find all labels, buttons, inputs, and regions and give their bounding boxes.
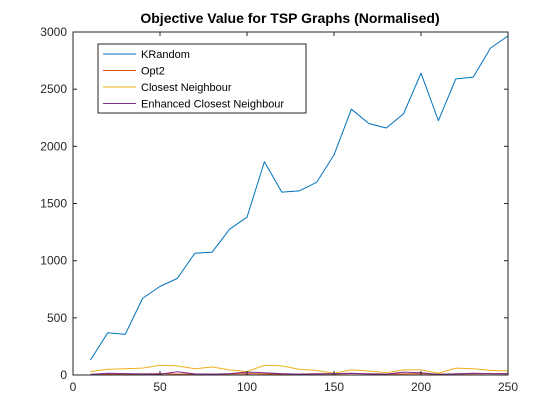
legend-label-2: Closest Neighbour (141, 82, 232, 94)
y-tick-label-4: 2000 (40, 139, 67, 153)
y-tick-label-3: 1500 (40, 197, 67, 211)
series-line-0 (89, 35, 509, 361)
legend-label-3: Enhanced Closest Neighbour (141, 99, 284, 111)
legend-label-0: KRandom (141, 49, 190, 61)
y-tick-label-6: 3000 (40, 25, 67, 39)
legend-label-1: Opt2 (141, 66, 165, 78)
y-tick-label-0: 0 (60, 368, 67, 382)
x-tick-label-1: 50 (153, 380, 167, 394)
series-line-2 (90, 364, 509, 374)
chart-title: Objective Value for TSP Graphs (Normalis… (140, 10, 439, 26)
x-tick-label-5: 250 (498, 380, 518, 394)
y-tick-label-1: 500 (47, 311, 67, 325)
legend-box (97, 43, 307, 114)
x-tick-label-3: 150 (324, 380, 344, 394)
x-tick-label-2: 100 (237, 380, 257, 394)
x-tick-label-4: 200 (411, 380, 431, 394)
legend: KRandom Opt2 Closest Neighbour Enhanced Clo… (97, 43, 307, 114)
x-tick-label-0: 0 (70, 380, 77, 394)
y-tick-label-2: 1000 (40, 254, 67, 268)
y-tick-label-5: 2500 (40, 82, 67, 96)
